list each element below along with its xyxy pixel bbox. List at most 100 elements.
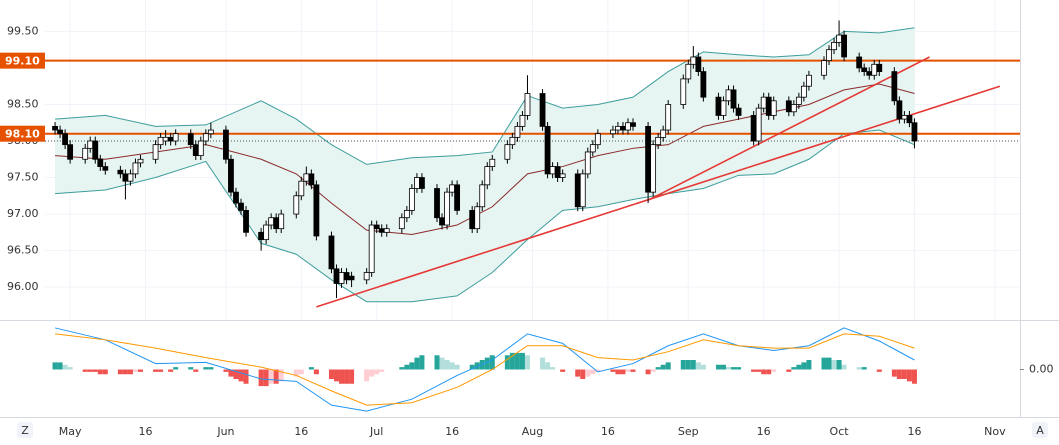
candle-body <box>434 188 440 219</box>
histogram-bar <box>82 369 88 372</box>
histogram-bar <box>700 364 706 370</box>
candle-body <box>876 63 883 72</box>
y-tick-label: 97.50 <box>7 171 39 184</box>
histogram-bar <box>414 357 420 370</box>
x-tick-label: Oct <box>830 425 850 438</box>
histogram-bar <box>630 369 636 372</box>
candle-body <box>152 144 159 160</box>
candle-body <box>806 74 812 87</box>
candle-body <box>313 184 320 237</box>
candle-body <box>207 129 214 135</box>
candle-body <box>338 272 345 284</box>
candle-body <box>82 147 89 160</box>
histogram-bar <box>540 357 546 370</box>
histogram-bar <box>509 352 515 370</box>
histogram-bar <box>731 367 737 370</box>
histogram-bar <box>328 369 334 379</box>
candle-body <box>906 115 913 124</box>
histogram-bar <box>173 367 179 370</box>
histogram-bar <box>454 364 460 370</box>
candle-body <box>273 217 280 230</box>
candle-body <box>172 133 179 142</box>
histogram-bar <box>419 355 425 370</box>
candle-body <box>785 100 792 113</box>
histogram-bar <box>258 369 264 387</box>
candle-body <box>363 272 370 281</box>
x-tick-label: 16 <box>445 425 459 438</box>
histogram-bar <box>766 369 772 375</box>
histogram-bar <box>821 357 827 370</box>
histogram-bar <box>313 369 319 375</box>
histogram-bar <box>826 357 832 370</box>
histogram-bar <box>333 369 339 382</box>
histogram-bar <box>223 369 229 372</box>
histogram-bar <box>102 369 108 375</box>
zoom-label[interactable]: Z <box>21 424 29 437</box>
candle-body <box>630 122 636 127</box>
candle-body <box>554 166 561 178</box>
y-tick-label: 96.50 <box>7 244 39 257</box>
auto-button[interactable] <box>1032 422 1048 438</box>
histogram-bar <box>158 369 164 372</box>
candle-body <box>610 129 616 135</box>
candle-body <box>137 158 144 164</box>
candle-body <box>770 100 777 116</box>
y-tick-label: 96.00 <box>7 280 39 293</box>
histogram-bar <box>67 367 73 370</box>
histogram-bar <box>660 364 666 370</box>
histogram-bar <box>876 369 882 372</box>
histogram-bar <box>193 369 199 372</box>
candle-body <box>680 78 687 105</box>
candle-body <box>328 235 335 270</box>
band-fill <box>55 27 915 302</box>
candle-body <box>122 173 129 182</box>
histogram-bar <box>399 367 405 370</box>
candle-body <box>52 125 58 131</box>
candle-body <box>243 210 249 233</box>
histogram-bar <box>62 364 68 370</box>
auto-label[interactable]: A <box>1036 424 1044 437</box>
candle-body <box>891 71 898 102</box>
candle-body <box>584 151 591 175</box>
histogram-bar <box>715 364 721 370</box>
price-pane <box>45 0 1020 320</box>
candle-body <box>504 144 511 160</box>
candle-body <box>660 129 667 138</box>
histogram-bar <box>449 362 455 370</box>
histogram-bar <box>786 369 792 372</box>
candle-body <box>901 115 908 120</box>
candle-body <box>800 85 807 98</box>
candle-body <box>378 228 385 233</box>
candle-body <box>760 96 767 109</box>
histogram-bar <box>92 369 98 372</box>
candle-body <box>228 158 234 193</box>
x-tick-label: Jul <box>369 425 383 438</box>
histogram-bar <box>268 369 274 384</box>
histogram-bar <box>901 369 907 379</box>
histogram-bar <box>153 369 159 372</box>
histogram-bar <box>645 369 651 375</box>
candle-body <box>730 89 737 109</box>
histogram-bar <box>203 367 209 370</box>
candle-body <box>293 195 300 215</box>
macd-line <box>54 327 915 412</box>
candle-body <box>579 173 586 208</box>
histogram-bar <box>308 367 314 370</box>
histogram-bar <box>469 364 475 370</box>
candle-body <box>333 268 340 284</box>
candle-body <box>117 169 124 175</box>
candle-body <box>238 202 244 211</box>
candle-body <box>539 93 546 127</box>
histogram-bar <box>806 360 812 370</box>
histogram-bar <box>369 369 375 377</box>
candle-body <box>192 144 199 157</box>
zoom-button[interactable] <box>17 422 33 438</box>
candle-body <box>841 34 847 58</box>
histogram-bar <box>434 355 440 370</box>
histogram-bar <box>524 355 530 370</box>
candle-body <box>665 104 672 131</box>
candle-body <box>57 129 63 135</box>
candle-body <box>574 173 581 208</box>
candle-body <box>62 133 69 146</box>
candle-body <box>750 115 757 142</box>
